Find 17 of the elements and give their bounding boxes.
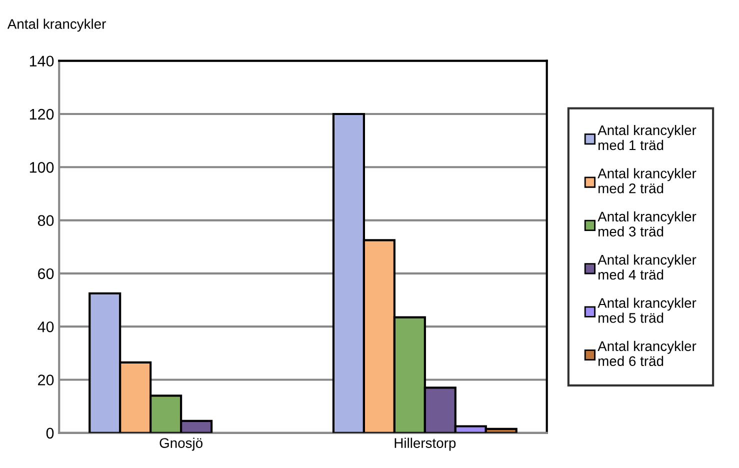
- legend-label: Antal krancykler med 3 träd: [598, 211, 696, 236]
- y-axis-title: Antal krancykler: [7, 18, 106, 32]
- legend-label: Antal krancykler med 5 träd: [598, 298, 696, 323]
- y-tick-label: 120: [30, 108, 54, 120]
- y-tick-label: 60: [38, 268, 54, 280]
- y-tick-label: 0: [46, 428, 54, 439]
- legend-label: Antal krancykler med 6 träd: [598, 340, 696, 366]
- y-tick-label: 140: [30, 56, 54, 67]
- y-tick-label: 20: [38, 374, 54, 386]
- y-tick-label: 100: [30, 162, 54, 173]
- legend-label: Antal krancykler med 2 träd: [598, 168, 696, 194]
- x-tick-label: Gnosjö: [160, 438, 202, 451]
- x-tick-label: Hillerstorp: [394, 438, 456, 451]
- y-tick-label: 40: [38, 321, 54, 332]
- y-tick-label: 80: [38, 215, 54, 226]
- legend-label: Antal krancykler med 1 träd: [598, 124, 696, 150]
- legend-label: Antal krancykler med 4 träd: [598, 254, 696, 280]
